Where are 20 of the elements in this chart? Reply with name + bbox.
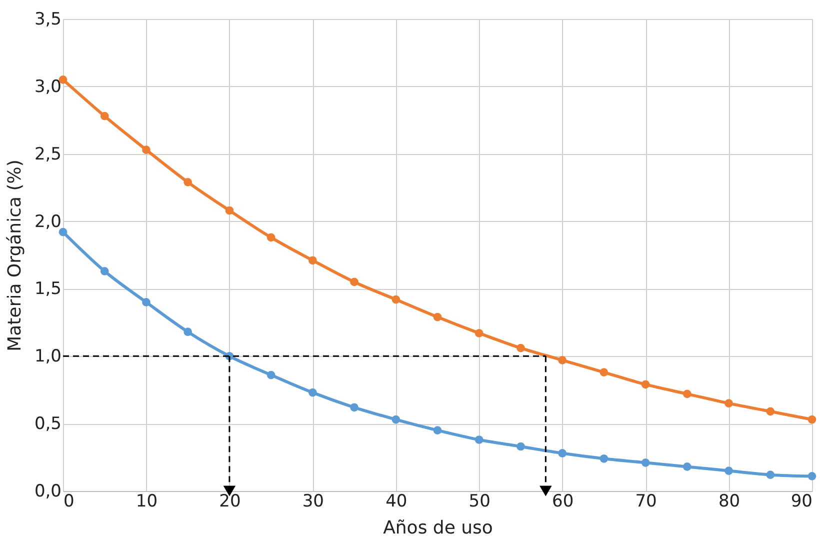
x-tick-label: 80	[718, 492, 740, 512]
x-tick-label: 60	[552, 492, 574, 512]
y-axis-title: Materia Orgánica (%)	[4, 160, 26, 352]
y-tick-label: 1,0	[34, 346, 62, 367]
y-tick-label: 2,5	[34, 144, 62, 164]
x-tick-label: 70	[635, 492, 657, 512]
x-tick-label: 30	[302, 492, 324, 512]
y-tick-label: 0,5	[34, 414, 62, 434]
x-tick-label: 50	[468, 492, 490, 512]
y-tick-label: 2,0	[34, 212, 62, 232]
x-tick-label: 40	[386, 492, 408, 512]
y-tick-label: 3,0	[34, 76, 62, 97]
x-axis-title: Años de uso	[383, 518, 493, 538]
x-tick-label: 20	[219, 492, 241, 512]
x-tick-label: 10	[136, 492, 158, 512]
x-tick-label: 0	[64, 492, 74, 512]
x-tick-label: 90	[790, 492, 812, 512]
y-tick-label: 3,5	[34, 10, 62, 30]
y-tick-label: 0,0	[34, 482, 62, 502]
y-tick-label: 1,5	[34, 279, 62, 300]
